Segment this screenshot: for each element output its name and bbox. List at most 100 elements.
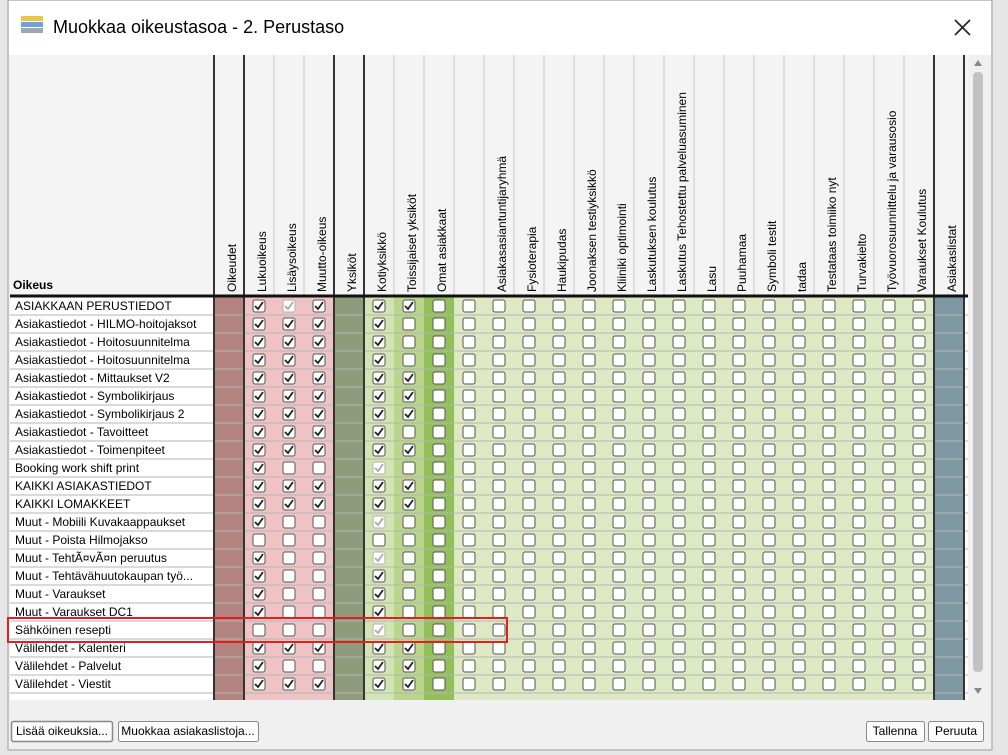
checkbox[interactable] xyxy=(912,605,926,619)
checkbox-box[interactable] xyxy=(702,641,716,655)
checkbox-box[interactable] xyxy=(492,335,506,349)
checkbox-box[interactable] xyxy=(672,515,686,529)
checkbox-box[interactable] xyxy=(282,389,296,403)
checkbox-box[interactable] xyxy=(582,317,596,331)
checkbox-box[interactable] xyxy=(762,335,776,349)
checkbox[interactable] xyxy=(852,677,866,691)
checkbox[interactable] xyxy=(792,497,806,511)
checkbox-box[interactable] xyxy=(462,659,476,673)
checkbox-box[interactable] xyxy=(822,551,836,565)
checkmark[interactable] xyxy=(254,445,264,455)
checkbox-box[interactable] xyxy=(792,479,806,493)
checkbox[interactable] xyxy=(702,335,716,349)
checkbox-box[interactable] xyxy=(552,677,566,691)
checkbox[interactable] xyxy=(492,587,506,601)
checkmark[interactable] xyxy=(374,409,384,419)
checkbox-box[interactable] xyxy=(492,407,506,421)
checkbox[interactable] xyxy=(462,533,476,547)
checkbox-box[interactable] xyxy=(492,425,506,439)
checkbox[interactable] xyxy=(702,371,716,385)
checkbox[interactable] xyxy=(762,353,776,367)
checkbox[interactable] xyxy=(282,569,296,583)
checkbox-box[interactable] xyxy=(552,317,566,331)
checkbox[interactable] xyxy=(612,677,626,691)
checkbox[interactable] xyxy=(462,659,476,673)
checkbox[interactable] xyxy=(432,317,446,331)
checkbox[interactable] xyxy=(612,353,626,367)
checkbox[interactable] xyxy=(462,515,476,529)
checkbox-box[interactable] xyxy=(882,623,896,637)
checkbox[interactable] xyxy=(522,659,536,673)
checkbox[interactable] xyxy=(462,479,476,493)
checkbox[interactable] xyxy=(582,425,596,439)
checkbox-box[interactable] xyxy=(732,443,746,457)
checkbox[interactable] xyxy=(552,407,566,421)
checkbox[interactable] xyxy=(312,371,326,385)
checkbox-box[interactable] xyxy=(282,353,296,367)
checkbox-box[interactable] xyxy=(282,605,296,619)
checkbox-box[interactable] xyxy=(582,623,596,637)
checkbox[interactable] xyxy=(312,497,326,511)
checkbox-box[interactable] xyxy=(252,497,266,511)
checkbox-box[interactable] xyxy=(612,425,626,439)
checkbox-box[interactable] xyxy=(882,335,896,349)
checkbox[interactable] xyxy=(642,533,656,547)
checkbox-box[interactable] xyxy=(822,335,836,349)
checkbox[interactable] xyxy=(582,677,596,691)
checkbox[interactable] xyxy=(522,317,536,331)
checkmark[interactable] xyxy=(374,445,384,455)
checkmark[interactable] xyxy=(374,391,384,401)
checkbox[interactable] xyxy=(552,569,566,583)
checkmark[interactable] xyxy=(284,427,294,437)
checkbox[interactable] xyxy=(852,605,866,619)
checkbox-box[interactable] xyxy=(462,623,476,637)
checkbox-box[interactable] xyxy=(702,443,716,457)
checkbox[interactable] xyxy=(762,299,776,313)
checkbox[interactable] xyxy=(522,515,536,529)
checkbox-box[interactable] xyxy=(432,335,446,349)
checkbox-box[interactable] xyxy=(912,551,926,565)
checkbox-box[interactable] xyxy=(522,317,536,331)
checkbox-box[interactable] xyxy=(402,371,416,385)
checkbox-box[interactable] xyxy=(882,659,896,673)
checkbox-box[interactable] xyxy=(792,533,806,547)
checkbox[interactable] xyxy=(822,497,836,511)
checkbox-box[interactable] xyxy=(252,353,266,367)
checkbox-box[interactable] xyxy=(612,641,626,655)
checkbox[interactable] xyxy=(762,317,776,331)
checkbox-box[interactable] xyxy=(762,551,776,565)
checkbox[interactable] xyxy=(282,641,296,655)
checkbox[interactable] xyxy=(462,371,476,385)
checkbox-box[interactable] xyxy=(912,587,926,601)
checkbox-box[interactable] xyxy=(402,299,416,313)
checkbox-box[interactable] xyxy=(282,317,296,331)
checkbox-box[interactable] xyxy=(282,335,296,349)
checkbox[interactable] xyxy=(672,425,686,439)
checkbox-box[interactable] xyxy=(582,677,596,691)
checkbox-box[interactable] xyxy=(732,551,746,565)
checkbox-box[interactable] xyxy=(912,533,926,547)
checkbox-box[interactable] xyxy=(672,299,686,313)
checkbox[interactable] xyxy=(912,677,926,691)
checkbox-box[interactable] xyxy=(882,551,896,565)
checkbox[interactable] xyxy=(552,551,566,565)
checkbox-box[interactable] xyxy=(822,389,836,403)
checkbox[interactable] xyxy=(402,497,416,511)
checkbox-box[interactable] xyxy=(522,569,536,583)
checkbox[interactable] xyxy=(732,623,746,637)
checkbox[interactable] xyxy=(672,533,686,547)
checkbox[interactable] xyxy=(312,605,326,619)
checkbox[interactable] xyxy=(612,551,626,565)
checkbox[interactable] xyxy=(312,389,326,403)
checkbox-box[interactable] xyxy=(792,299,806,313)
checkbox[interactable] xyxy=(852,497,866,511)
checkbox[interactable] xyxy=(492,299,506,313)
checkbox-box[interactable] xyxy=(822,677,836,691)
checkbox-box[interactable] xyxy=(882,389,896,403)
checkbox[interactable] xyxy=(912,497,926,511)
checkbox-box[interactable] xyxy=(492,623,506,637)
checkbox-box[interactable] xyxy=(462,515,476,529)
checkbox-box[interactable] xyxy=(522,587,536,601)
checkbox[interactable] xyxy=(642,479,656,493)
checkbox[interactable] xyxy=(702,461,716,475)
